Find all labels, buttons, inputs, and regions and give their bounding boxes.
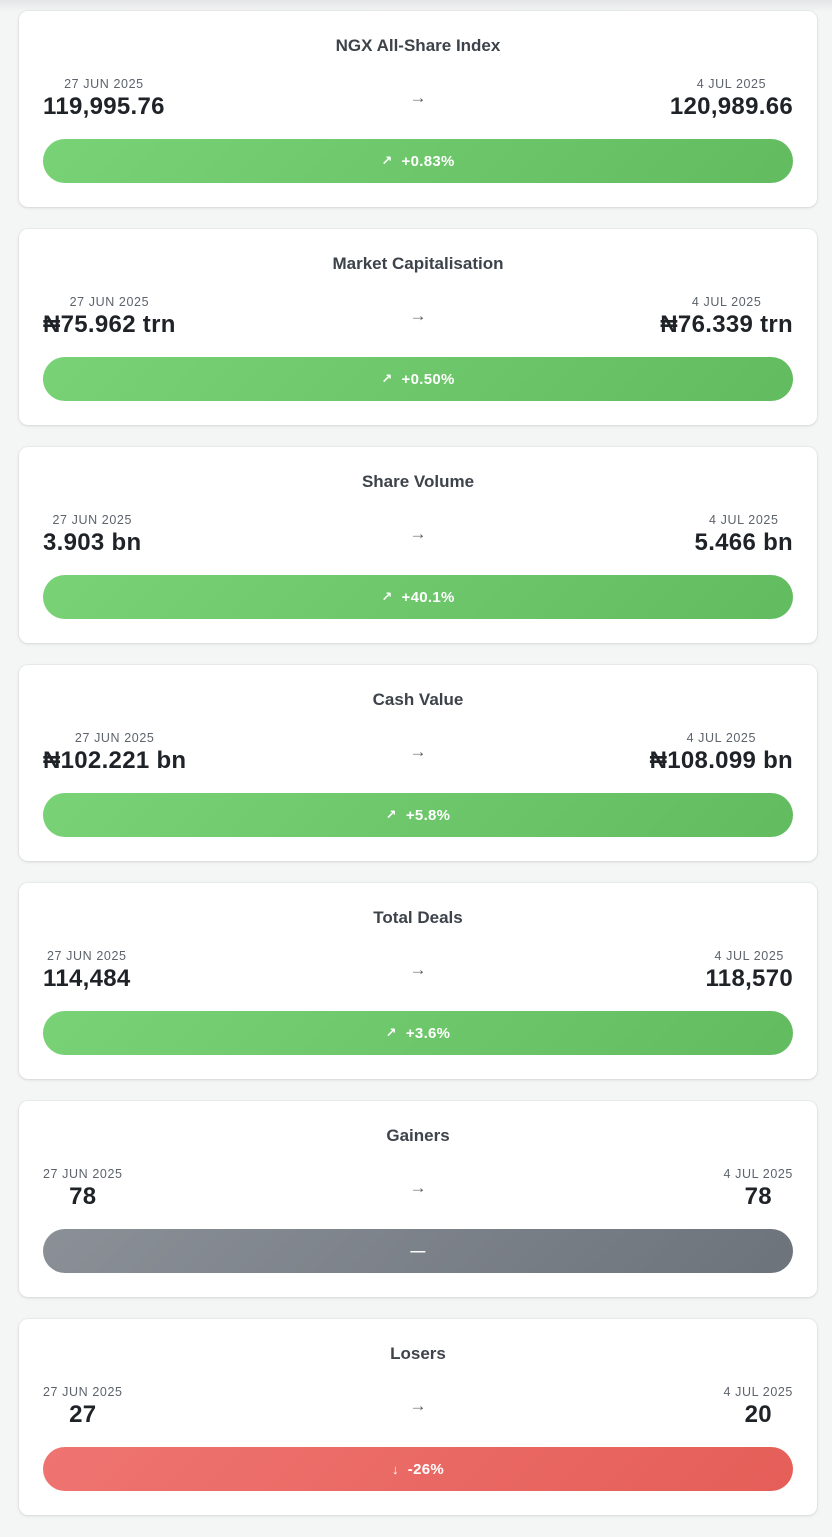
change-bar: ↗ +0.83% <box>43 139 793 183</box>
arrow-right-icon: → <box>409 1396 427 1415</box>
change-bar: — <box>43 1229 793 1273</box>
change-bar: ↓ -26% <box>43 1447 793 1491</box>
arrow-right-icon: → <box>409 1178 427 1197</box>
market-summary-list: NGX All-Share Index 27 JUN 2025 119,995.… <box>19 11 817 1537</box>
card-total-deals: Total Deals 27 JUN 2025 114,484 → 4 JUL … <box>19 883 817 1079</box>
card-market-capitalisation: Market Capitalisation 27 JUN 2025 ₦75.96… <box>19 229 817 425</box>
to-date: 4 JUL 2025 <box>709 513 779 527</box>
to-value: 78 <box>744 1183 772 1210</box>
arrow-up-right-icon: ↗ <box>381 153 393 168</box>
from-date: 27 JUN 2025 <box>69 295 150 309</box>
from-value: 78 <box>69 1183 97 1210</box>
arrow-right-icon: → <box>409 306 427 325</box>
to-column: 4 JUL 2025 5.466 bn <box>695 513 793 557</box>
card-title: Cash Value <box>372 690 464 709</box>
to-column: 4 JUL 2025 118,570 <box>705 949 793 993</box>
from-value: ₦75.962 trn <box>43 311 176 338</box>
to-column: 4 JUL 2025 78 <box>724 1167 793 1211</box>
from-column: 27 JUN 2025 114,484 <box>43 949 131 993</box>
card-gainers: Gainers 27 JUN 2025 78 → 4 JUL 2025 78 — <box>19 1101 817 1297</box>
arrow-right-icon: → <box>409 960 427 979</box>
to-date: 4 JUL 2025 <box>686 731 757 745</box>
to-value: 120,989.66 <box>669 93 793 120</box>
change-text: -26% <box>407 1460 445 1478</box>
card-title: NGX All-Share Index <box>335 36 501 55</box>
arrow-right-icon: → <box>409 88 427 107</box>
from-date: 27 JUN 2025 <box>74 731 155 745</box>
change-bar: ↗ +40.1% <box>43 575 793 619</box>
change-bar: ↗ +0.50% <box>43 357 793 401</box>
from-value: ₦102.221 bn <box>43 747 187 774</box>
to-column: 4 JUL 2025 ₦76.339 trn <box>660 295 793 339</box>
change-text: +0.50% <box>401 370 455 388</box>
arrow-down-icon: ↓ <box>391 1461 399 1477</box>
from-column: 27 JUN 2025 27 <box>43 1385 123 1429</box>
card-losers: Losers 27 JUN 2025 27 → 4 JUL 2025 20 ↓ … <box>19 1319 817 1515</box>
from-value: 3.903 bn <box>43 529 142 556</box>
to-value: 118,570 <box>705 965 793 992</box>
to-column: 4 JUL 2025 ₦108.099 bn <box>650 731 793 775</box>
from-column: 27 JUN 2025 119,995.76 <box>43 77 165 121</box>
dash-icon: — <box>410 1242 426 1260</box>
to-date: 4 JUL 2025 <box>714 949 784 963</box>
from-date: 27 JUN 2025 <box>43 1385 123 1399</box>
card-title: Total Deals <box>373 908 463 927</box>
to-value: ₦108.099 bn <box>649 747 793 774</box>
to-column: 4 JUL 2025 20 <box>724 1385 793 1429</box>
from-column: 27 JUN 2025 3.903 bn <box>43 513 141 557</box>
change-bar: ↗ +5.8% <box>43 793 793 837</box>
card-title: Gainers <box>386 1126 450 1145</box>
from-date: 27 JUN 2025 <box>52 513 132 527</box>
from-column: 27 JUN 2025 78 <box>43 1167 123 1211</box>
change-text: +5.8% <box>405 806 451 824</box>
from-value: 27 <box>69 1401 97 1428</box>
arrow-right-icon: → <box>409 742 427 761</box>
to-value: 20 <box>744 1401 772 1428</box>
from-date: 27 JUN 2025 <box>64 77 144 91</box>
to-date: 4 JUL 2025 <box>723 1385 793 1399</box>
change-text: +3.6% <box>405 1024 451 1042</box>
to-date: 4 JUL 2025 <box>696 77 767 91</box>
change-text: +0.83% <box>401 152 455 170</box>
to-value: 5.466 bn <box>694 529 793 556</box>
from-column: 27 JUN 2025 ₦102.221 bn <box>43 731 186 775</box>
arrow-up-right-icon: ↗ <box>385 1025 397 1040</box>
card-ngx-all-share-index: NGX All-Share Index 27 JUN 2025 119,995.… <box>19 11 817 207</box>
from-value: 119,995.76 <box>43 93 165 120</box>
card-title: Market Capitalisation <box>332 254 504 273</box>
card-cash-value: Cash Value 27 JUN 2025 ₦102.221 bn → 4 J… <box>19 665 817 861</box>
change-bar: ↗ +3.6% <box>43 1011 793 1055</box>
arrow-up-right-icon: ↗ <box>381 589 393 604</box>
arrow-up-right-icon: ↗ <box>381 371 393 386</box>
top-shade <box>0 0 832 12</box>
from-date: 27 JUN 2025 <box>43 1167 123 1181</box>
to-column: 4 JUL 2025 120,989.66 <box>670 77 793 121</box>
from-value: 114,484 <box>43 965 131 992</box>
change-text: +40.1% <box>401 588 455 606</box>
from-column: 27 JUN 2025 ₦75.962 trn <box>43 295 176 339</box>
arrow-right-icon: → <box>409 524 427 543</box>
to-value: ₦76.339 trn <box>660 311 793 338</box>
card-share-volume: Share Volume 27 JUN 2025 3.903 bn → 4 JU… <box>19 447 817 643</box>
card-title: Losers <box>390 1344 446 1363</box>
card-title: Share Volume <box>361 472 475 491</box>
to-date: 4 JUL 2025 <box>723 1167 793 1181</box>
to-date: 4 JUL 2025 <box>691 295 762 309</box>
arrow-up-right-icon: ↗ <box>385 807 397 822</box>
from-date: 27 JUN 2025 <box>46 949 127 963</box>
